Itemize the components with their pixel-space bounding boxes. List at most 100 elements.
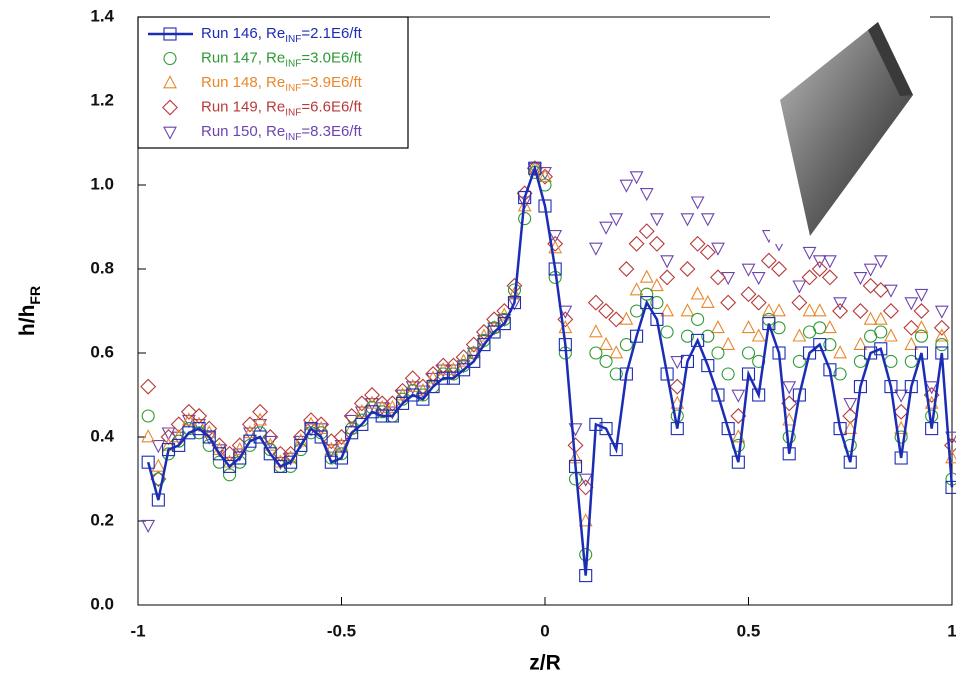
marker [568, 459, 583, 473]
marker [223, 468, 237, 482]
marker [689, 235, 706, 252]
marker [760, 252, 777, 269]
marker [690, 196, 705, 210]
marker [650, 213, 664, 227]
marker [893, 403, 910, 420]
marker [466, 345, 481, 359]
marker [294, 438, 308, 452]
y-axis-label: h/hFR [16, 286, 43, 336]
marker [628, 235, 645, 252]
marker [933, 319, 950, 336]
y-tick-label: 0.8 [90, 258, 114, 277]
marker [884, 328, 898, 342]
legend-name: Run 146, Re [201, 25, 285, 42]
marker [792, 388, 806, 402]
marker [823, 338, 837, 352]
marker [894, 389, 909, 403]
marker [192, 422, 206, 436]
marker [863, 311, 878, 325]
marker [365, 405, 379, 419]
marker [853, 336, 868, 350]
marker [894, 420, 909, 434]
marker [141, 429, 156, 443]
marker [599, 221, 613, 235]
marker [385, 409, 399, 423]
y-axis-label-main: h/h [16, 305, 39, 337]
marker [619, 179, 634, 193]
legend-label: Run 149, ReINF=6.6E6/ft [201, 98, 363, 118]
marker [212, 447, 226, 461]
marker [750, 294, 767, 311]
marker [343, 408, 360, 424]
marker [223, 459, 237, 473]
marker [446, 371, 460, 385]
marker [903, 319, 920, 336]
marker [588, 242, 603, 256]
marker [253, 430, 267, 444]
marker [313, 416, 330, 433]
marker [772, 303, 786, 317]
marker [518, 191, 532, 205]
marker [833, 297, 847, 311]
series [141, 162, 956, 533]
marker [680, 354, 695, 368]
legend-name-end: =6.6E6/ft [301, 98, 362, 115]
marker [364, 387, 381, 403]
marker [395, 396, 410, 410]
marker [141, 409, 155, 423]
marker [538, 167, 552, 181]
marker [721, 336, 736, 350]
x-axis-label: z/R [529, 652, 561, 675]
inset-image [770, 12, 930, 244]
marker [599, 422, 613, 436]
marker [852, 303, 869, 319]
marker [528, 161, 542, 175]
marker [181, 412, 196, 426]
marker [864, 346, 878, 360]
marker [935, 338, 949, 352]
marker [691, 312, 705, 326]
marker [741, 263, 756, 277]
marker [843, 398, 858, 412]
legend-name-end: =3.0E6/ft [301, 49, 362, 66]
marker [578, 473, 593, 487]
marker [792, 354, 806, 368]
marker [872, 282, 889, 298]
marker [648, 235, 665, 252]
marker [609, 345, 624, 359]
marker [853, 354, 867, 368]
legend-box [137, 16, 409, 149]
y-tick-label: 0.4 [90, 426, 114, 445]
marker [782, 381, 797, 395]
marker [233, 451, 247, 465]
legend-label: Run 150, ReINF=8.3E6/ft [201, 123, 363, 143]
marker [762, 317, 776, 331]
marker [833, 422, 847, 436]
marker [375, 402, 390, 416]
marker [690, 286, 705, 300]
marker [833, 367, 847, 381]
marker [721, 272, 736, 286]
marker [618, 261, 635, 277]
marker [314, 423, 329, 437]
marker [914, 346, 929, 360]
marker [163, 27, 177, 41]
marker [811, 261, 828, 277]
marker [873, 255, 888, 269]
marker [660, 255, 675, 269]
marker [243, 427, 257, 441]
marker [406, 388, 420, 402]
marker [163, 75, 177, 89]
marker [904, 336, 919, 350]
marker [436, 364, 451, 378]
marker [802, 346, 817, 360]
legend-name-end: =8.3E6/ft [301, 123, 362, 140]
marker [699, 244, 716, 261]
marker [619, 367, 633, 381]
marker [638, 223, 655, 240]
marker [711, 320, 725, 334]
marker [740, 286, 757, 303]
marker [935, 346, 949, 360]
marker [538, 168, 552, 182]
